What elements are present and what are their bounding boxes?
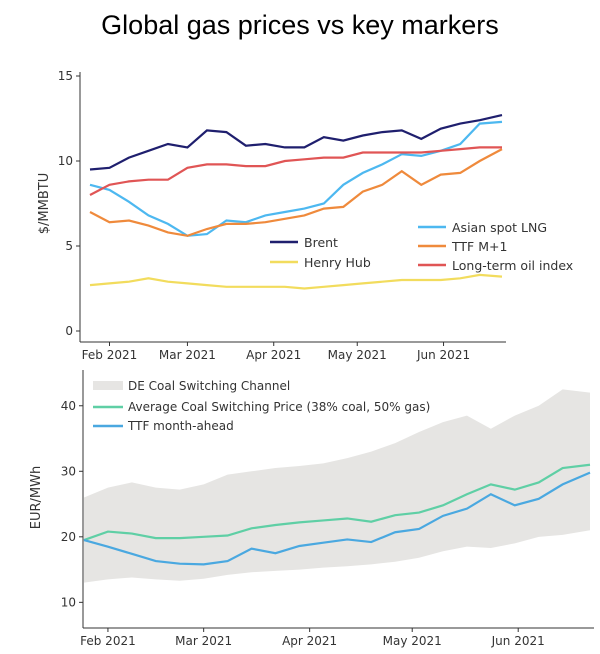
y-axis-label: $/MMBTU: [37, 173, 52, 234]
series-line-2: [89, 120, 503, 237]
legend-label: Henry Hub: [304, 255, 371, 270]
y-tick-label: 10: [58, 154, 73, 168]
x-tick-label: May 2021: [328, 348, 387, 362]
series-line-3: [89, 148, 503, 237]
y-tick-label: 10: [61, 595, 76, 609]
legend-label: Long-term oil index: [452, 258, 573, 273]
coal-switching-channel-band: [84, 389, 590, 583]
legend-label: Average Coal Switching Price (38% coal, …: [128, 400, 430, 414]
x-tick-label: Jun 2021: [491, 634, 545, 648]
y-tick-label: 30: [61, 464, 76, 478]
legend-label: Brent: [304, 235, 338, 250]
x-tick-label: Jun 2021: [416, 348, 470, 362]
y-tick-label: 15: [58, 69, 73, 83]
x-tick-label: Mar 2021: [175, 634, 232, 648]
series-line-0: [83, 463, 591, 542]
x-tick-label: May 2021: [383, 634, 442, 648]
y-tick-label: 20: [61, 530, 76, 544]
x-tick-label: Feb 2021: [80, 634, 136, 648]
y-tick-label: 5: [65, 239, 73, 253]
y-axis-label: EUR/MWh: [29, 466, 44, 529]
y-tick-label: 40: [61, 399, 76, 413]
legend-swatch: [93, 381, 123, 390]
series-line-1: [83, 471, 591, 566]
x-tick-label: Apr 2021: [246, 348, 301, 362]
chart-title: Global gas prices vs key markers: [101, 10, 499, 40]
series-line-4: [89, 146, 502, 196]
legend-label: DE Coal Switching Channel: [128, 379, 290, 393]
x-tick-label: Apr 2021: [282, 634, 337, 648]
legend-label: Asian spot LNG: [452, 220, 547, 235]
legend-label: TTF M+1: [451, 239, 507, 254]
series-line-1: [89, 273, 503, 290]
series-line-0: [89, 114, 503, 171]
x-tick-label: Mar 2021: [159, 348, 216, 362]
legend-label: TTF month-ahead: [127, 419, 234, 433]
x-tick-label: Feb 2021: [82, 348, 138, 362]
y-tick-label: 0: [65, 324, 73, 338]
